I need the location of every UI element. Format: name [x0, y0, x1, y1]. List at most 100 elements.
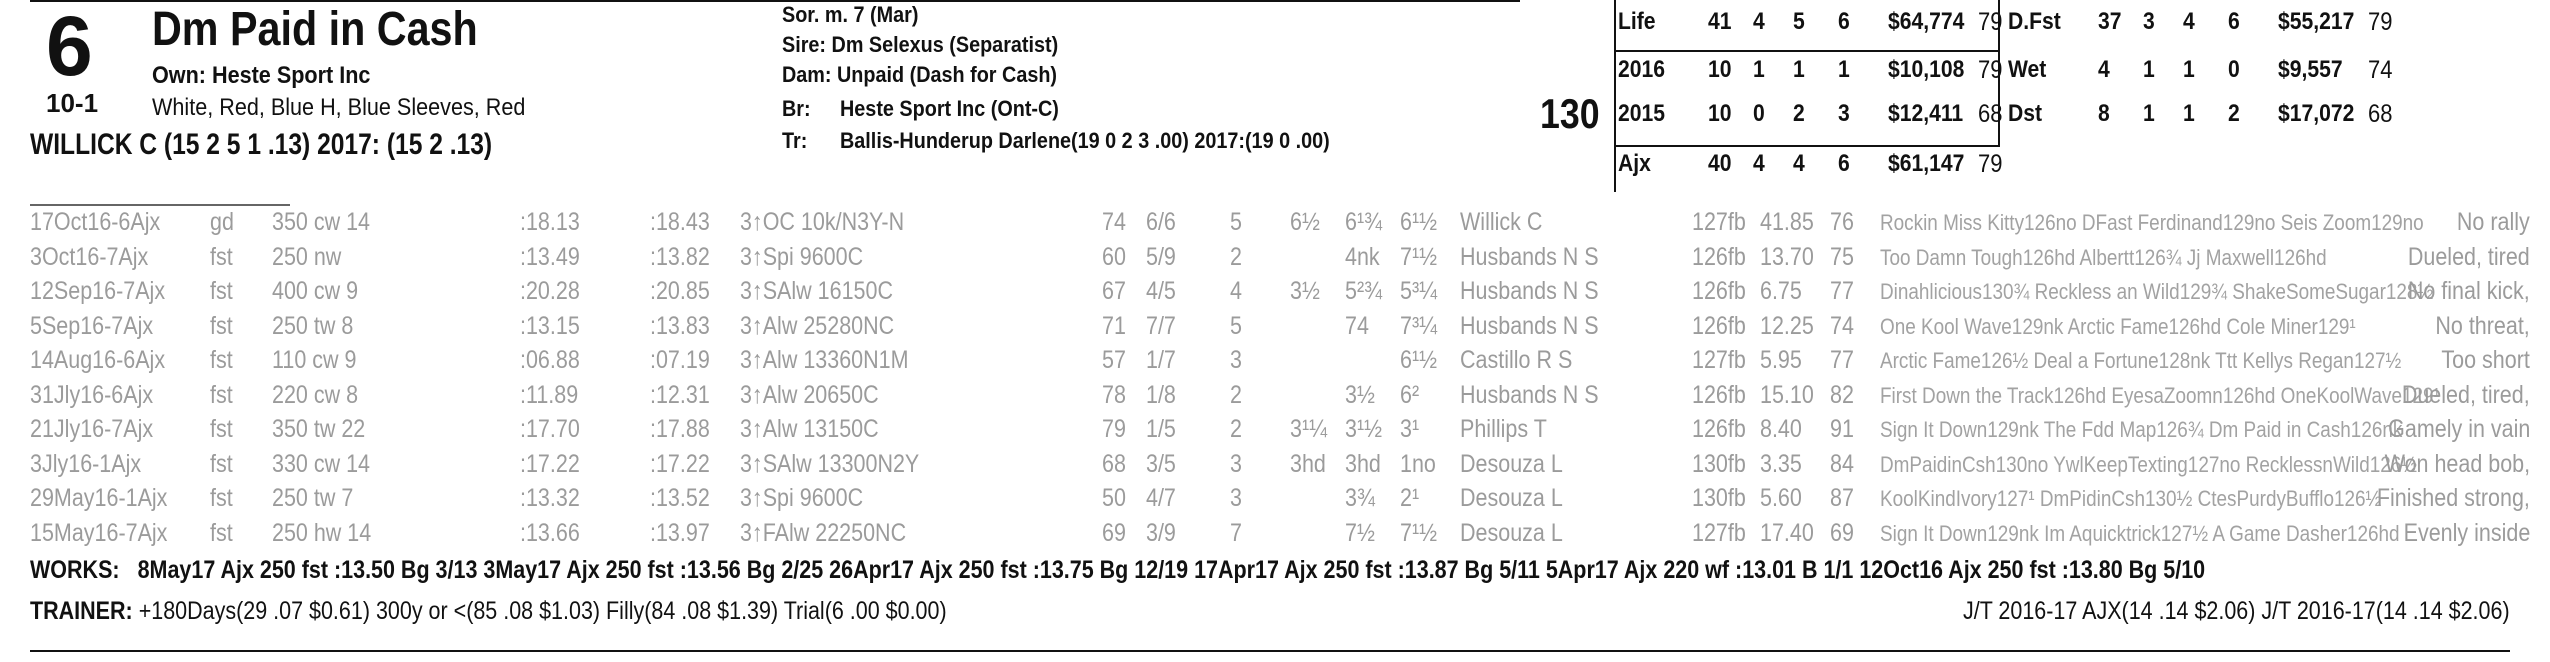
- stat-left-p-3: 4: [1793, 150, 1805, 177]
- stat-left-s-3: 6: [1838, 150, 1850, 177]
- pp-spd: 67: [1102, 277, 1126, 305]
- pp-row: 12Sep16-7Ajx fst 400 cw 9:20.28:20.85 3↑SAl…: [0, 277, 2550, 306]
- pp-date: 12Sep16-7Ajx: [30, 277, 166, 305]
- pp-dist: 250 tw 8: [272, 311, 354, 340]
- pp-date: 21Jly16-7Ajx: [30, 415, 154, 443]
- pp-odds: 15.10: [1760, 380, 1814, 409]
- pp-trk: fst: [210, 518, 233, 547]
- pp-race: 3↑Alw 13360N1M: [740, 346, 909, 374]
- pp-pp: 4/7: [1146, 484, 1176, 512]
- pp-st: 2: [1230, 380, 1242, 409]
- stat-right-p-0: 4: [2183, 8, 2195, 35]
- stat-right-s-0: 6: [2228, 8, 2240, 35]
- pp-odds: 13.70: [1760, 242, 1814, 271]
- pp-race: 3↑SAlw 16150C: [740, 277, 893, 305]
- pp-wt: 127fb: [1692, 518, 1746, 547]
- pp-odds: 3.35: [1760, 449, 1802, 478]
- pp-jockey: Husbands N S: [1460, 277, 1599, 305]
- pp-fin: 6¹½: [1400, 346, 1438, 374]
- pp-f1: :13.32: [520, 484, 580, 512]
- pp-st: 3: [1230, 346, 1242, 374]
- pp-row: 14Aug16-6Ajx fst 110 cw 9:06.88:07.19 3↑Alw…: [0, 346, 2550, 375]
- stat-right-label-2: Dst: [2008, 100, 2043, 127]
- pp-comment: Dinahlicious130¾ Reckless an Wild129¾ Sh…: [1880, 279, 2434, 304]
- pp-dist: 250 tw 7: [272, 484, 354, 512]
- stat-left-fig-3: 79: [1978, 150, 2003, 178]
- pp-fin: 1no: [1400, 449, 1436, 478]
- pp-f1: :18.13: [520, 208, 580, 236]
- pp-f1: :13.49: [520, 242, 580, 271]
- stat-left-fig-2: 68: [1978, 100, 2003, 128]
- pp-result: Won head bob,: [2384, 449, 2530, 478]
- pp-f2: :12.31: [650, 380, 710, 409]
- pp-result: No final kick,: [2408, 277, 2530, 305]
- stat-left-w-2: 0: [1753, 100, 1765, 127]
- pp-result: Dueled, tired: [2408, 242, 2530, 271]
- pp-st: 5: [1230, 208, 1242, 236]
- pp-trk: fst: [210, 346, 233, 374]
- pp-dist: 220 cw 8: [272, 380, 359, 409]
- pp-dist: 350 cw 14: [272, 208, 371, 236]
- stat-right-earn-1: $9,557: [2278, 56, 2343, 83]
- pp-fin: 6¹½: [1400, 208, 1438, 236]
- dam: Dam: Unpaid (Dash for Cash): [782, 62, 1058, 87]
- pp-race: 3↑Spi 9600C: [740, 484, 864, 512]
- pp-spd: 57: [1102, 346, 1126, 374]
- pp-f1: :20.28: [520, 277, 580, 305]
- pp-trk: fst: [210, 277, 233, 305]
- pp-spd: 79: [1102, 415, 1126, 443]
- pp-fig: 84: [1830, 449, 1854, 478]
- pp-f2: :18.43: [650, 208, 710, 236]
- pp-row: 5Sep16-7Ajx fst 250 tw 8:13.15:13.83 3↑Alw …: [0, 312, 2550, 341]
- pp-pp: 6/6: [1146, 208, 1176, 236]
- pp-date: 3Jly16-1Ajx: [30, 449, 142, 478]
- stats-box-divider: [1998, 0, 2000, 145]
- pp-f1: :13.15: [520, 311, 580, 340]
- stat-right-earn-0: $55,217: [2278, 8, 2355, 35]
- stat-right-starts-2: 8: [2098, 100, 2110, 127]
- pp-odds: 6.75: [1760, 277, 1802, 305]
- pp-fin: 6²: [1400, 380, 1420, 409]
- pp-c2: 74: [1345, 311, 1369, 340]
- pp-fig: 91: [1830, 415, 1854, 443]
- stat-left-s-0: 6: [1838, 8, 1850, 35]
- pp-fin: 7¹½: [1400, 242, 1438, 271]
- pp-rule: [30, 204, 290, 206]
- pp-date: 3Oct16-7Ajx: [30, 242, 149, 271]
- pp-result: Gamely in vain: [2387, 415, 2530, 443]
- pp-date: 15May16-7Ajx: [30, 518, 168, 547]
- pp-spd: 78: [1102, 380, 1126, 409]
- breeder: Heste Sport Inc (Ont-C): [840, 96, 1059, 121]
- pp-st: 7: [1230, 518, 1242, 547]
- pp-row: 31Jly16-6Ajx fst 220 cw 8:11.89:12.31 3↑Alw…: [0, 381, 2550, 410]
- owner: Own: Heste Sport Inc: [152, 62, 371, 89]
- pp-race: 3↑Alw 25280NC: [740, 311, 895, 340]
- works-list: 8May17 Ajx 250 fst :13.50 Bg 3/13 3May17…: [137, 556, 2206, 584]
- stat-right-earn-2: $17,072: [2278, 100, 2355, 127]
- pp-wt: 126fb: [1692, 415, 1746, 443]
- pp-pp: 1/7: [1146, 346, 1176, 374]
- trainer-stats-text: +180Days(29 .07 $0.61) 300y or <(85 .08 …: [138, 597, 947, 625]
- pp-pp: 7/7: [1146, 311, 1176, 340]
- jockey-line: WILLICK C (15 2 5 1 .13) 2017: (15 2 .13…: [30, 128, 493, 161]
- stat-left-p-2: 2: [1793, 100, 1805, 127]
- pp-trk: fst: [210, 311, 233, 340]
- stat-left-label-3: Ajx: [1618, 150, 1651, 177]
- morning-line-odds: 10-1: [46, 88, 99, 118]
- pp-f2: :13.82: [650, 242, 710, 271]
- pp-wt: 130fb: [1692, 449, 1746, 478]
- pp-fig: 76: [1830, 208, 1854, 236]
- trainer-label: TRAINER:: [30, 597, 133, 625]
- stat-left-starts-2: 10: [1708, 100, 1732, 127]
- trainer: Ballis-Hunderup Darlene(19 0 2 3 .00) 20…: [840, 128, 1330, 153]
- pp-jockey: Husbands N S: [1460, 311, 1599, 340]
- pp-row: 3Oct16-7Ajx fst 250 nw:13.49:13.82 3↑Spi 96…: [0, 243, 2550, 272]
- pp-result: Dueled, tired,: [2402, 380, 2530, 409]
- pp-race: 3↑OC 10k/N3Y-N: [740, 208, 905, 236]
- pp-c2: 5²¾: [1345, 277, 1383, 305]
- pp-c2: 3hd: [1345, 449, 1381, 478]
- stat-left-earn-0: $64,774: [1888, 8, 1965, 35]
- pp-fin: 2¹: [1400, 484, 1420, 512]
- pp-trk: fst: [210, 484, 233, 512]
- stat-left-label-0: Life: [1618, 8, 1656, 35]
